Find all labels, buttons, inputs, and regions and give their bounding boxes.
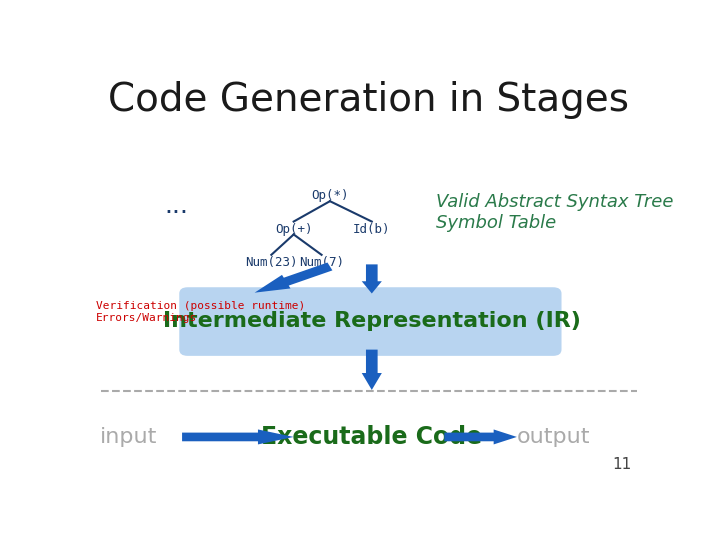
Polygon shape	[361, 265, 382, 294]
Polygon shape	[255, 262, 333, 293]
FancyBboxPatch shape	[179, 287, 562, 356]
Polygon shape	[182, 429, 294, 444]
Polygon shape	[444, 429, 517, 444]
Text: Num(23): Num(23)	[245, 256, 297, 269]
Text: output: output	[516, 427, 590, 447]
Text: 11: 11	[612, 457, 631, 472]
Text: Id(b): Id(b)	[353, 222, 390, 235]
Text: Num(7): Num(7)	[299, 256, 344, 269]
Text: Valid Abstract Syntax Tree
Symbol Table: Valid Abstract Syntax Tree Symbol Table	[436, 193, 673, 232]
Text: ...: ...	[164, 194, 189, 218]
Text: Intermediate Representation (IR): Intermediate Representation (IR)	[163, 312, 581, 332]
Polygon shape	[361, 349, 382, 390]
Text: input: input	[100, 427, 158, 447]
Text: Op(*): Op(*)	[311, 190, 348, 202]
Text: Executable Code: Executable Code	[261, 425, 482, 449]
Text: Op(+): Op(+)	[275, 222, 312, 235]
Text: Code Generation in Stages: Code Generation in Stages	[109, 81, 629, 119]
Text: Verification (possible runtime)
Errors/Warnings: Verification (possible runtime) Errors/W…	[96, 301, 305, 323]
